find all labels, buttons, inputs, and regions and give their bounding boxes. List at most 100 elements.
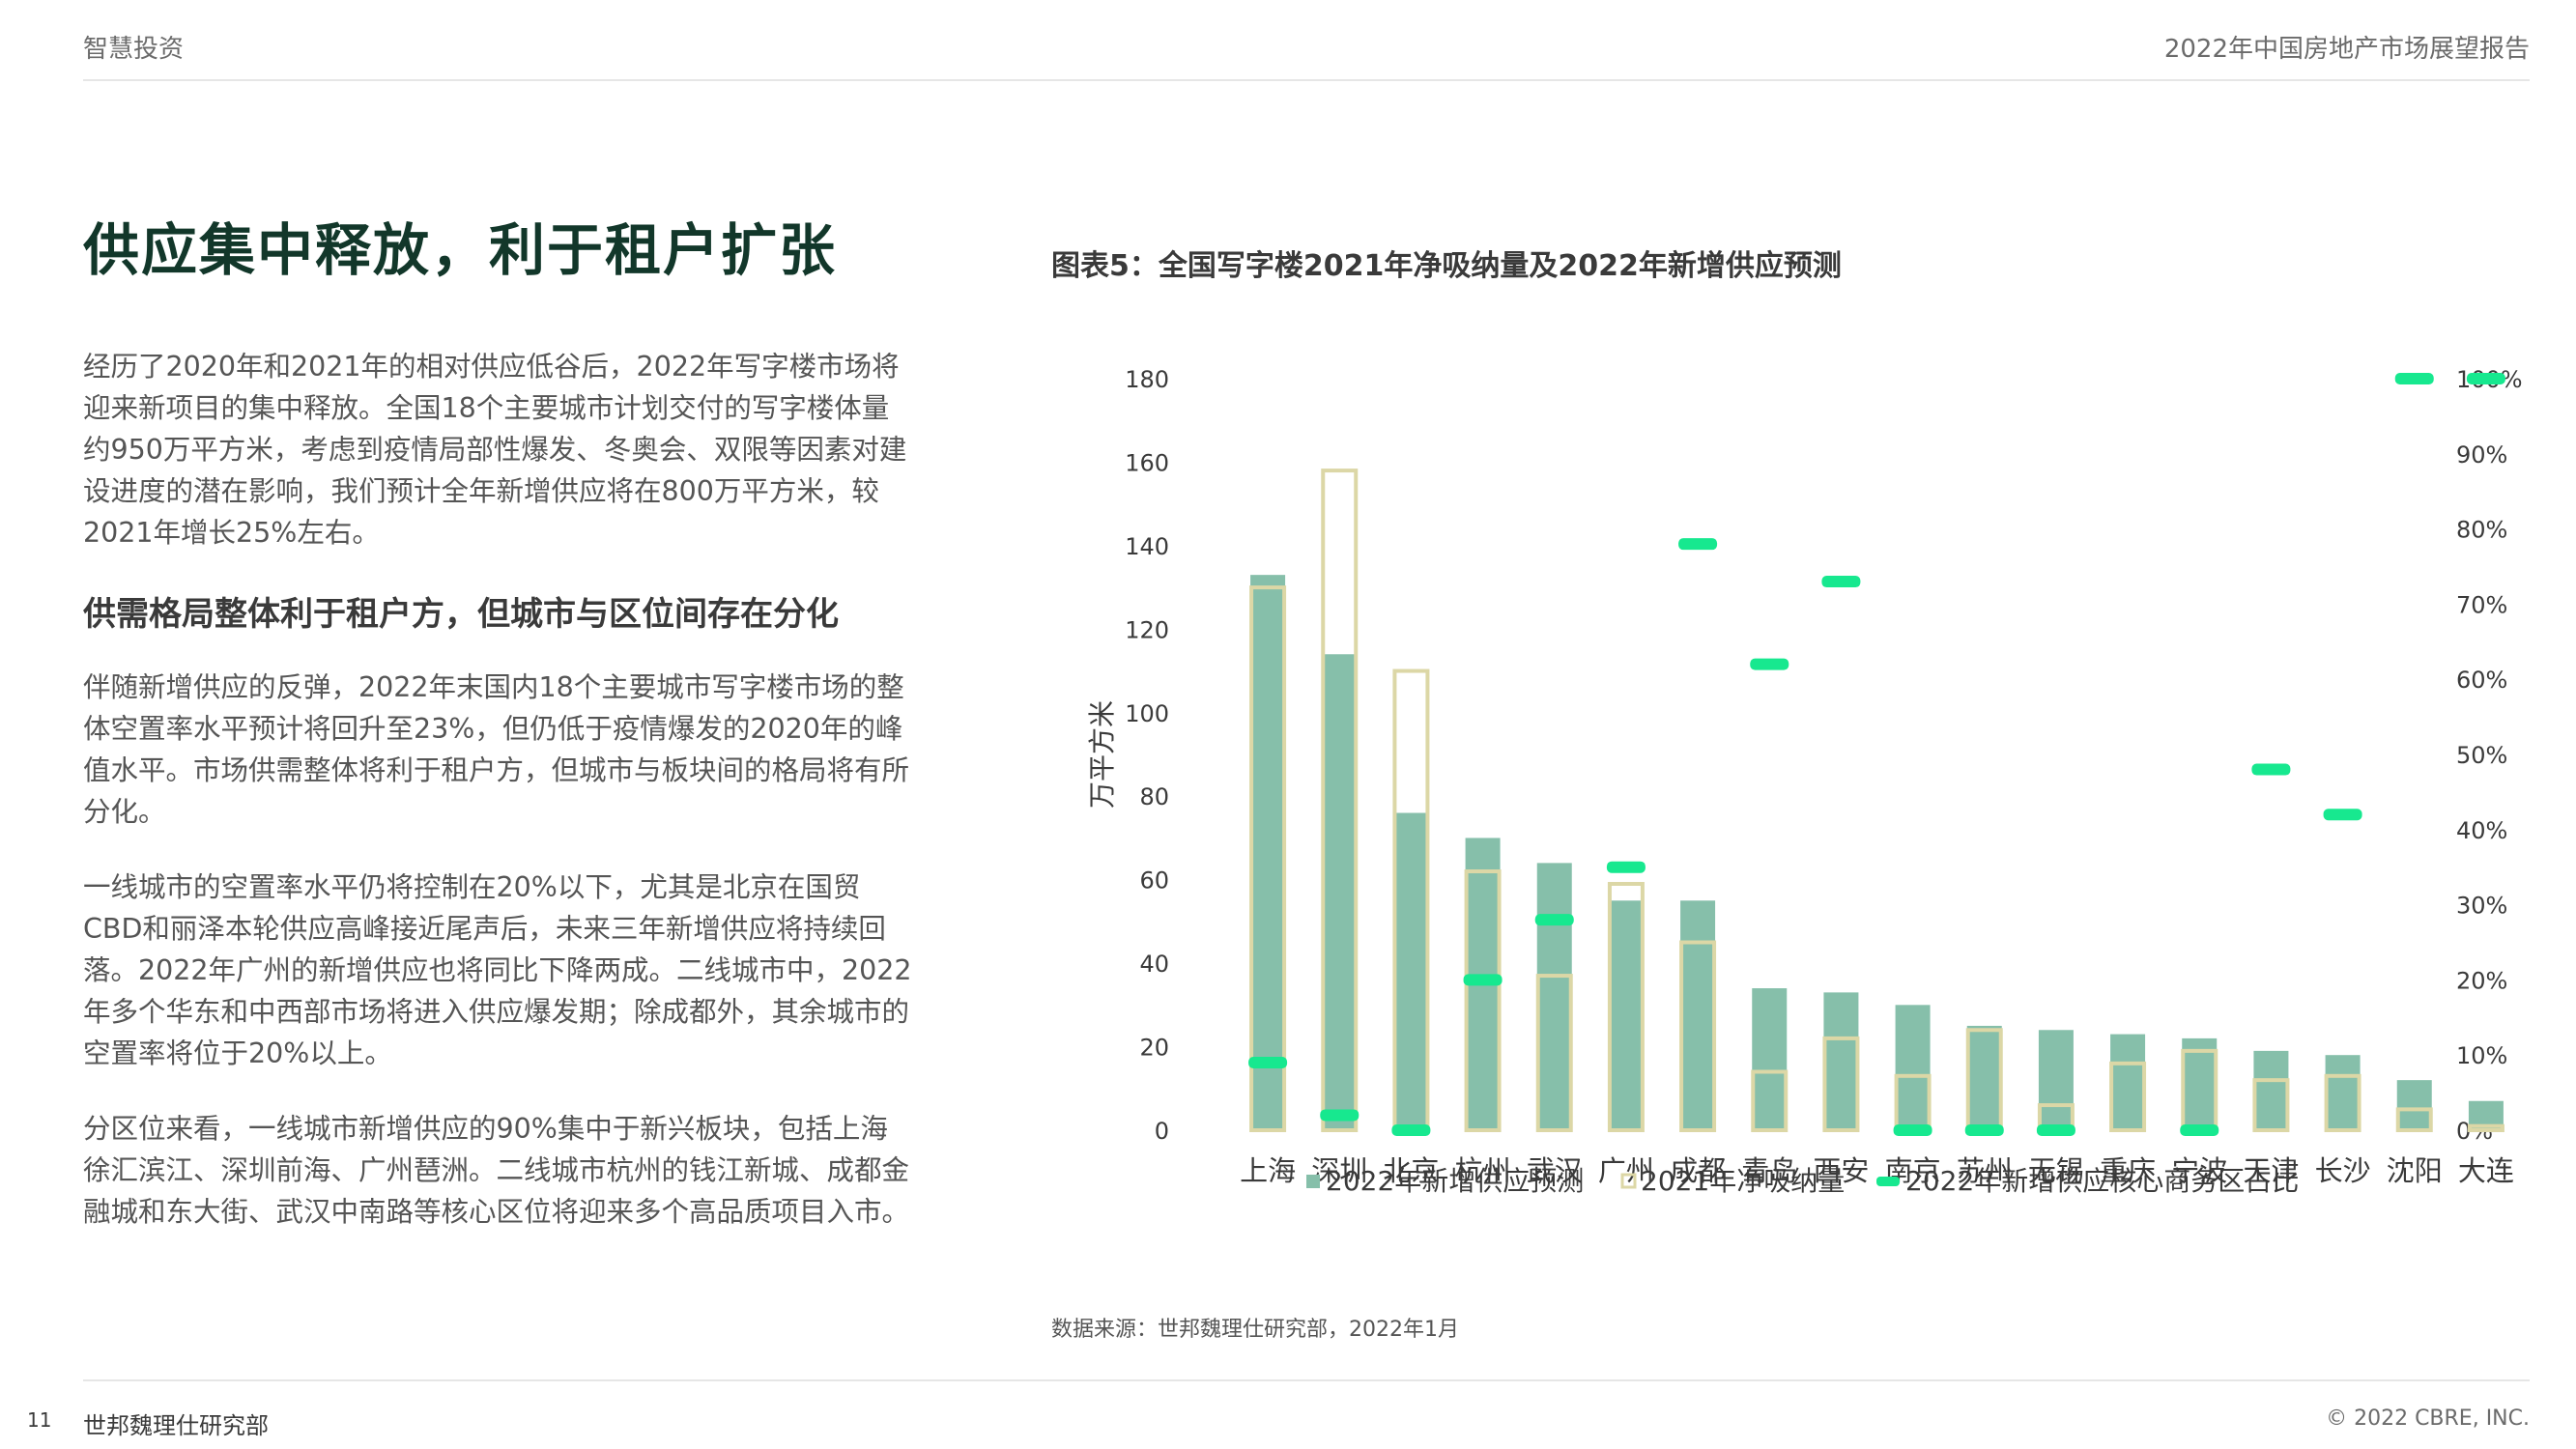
y-tick-label: 80 xyxy=(1139,783,1169,810)
absorption-bar xyxy=(2109,1061,2147,1132)
cbd-share-marker xyxy=(1248,1056,1288,1068)
legend-label: 2022年新增供应预测 xyxy=(1326,1165,1584,1197)
x-category-label: 青岛 xyxy=(1741,1154,1797,1187)
y2-tick-label: 80% xyxy=(2456,517,2507,544)
x-category-label: 深圳 xyxy=(1311,1154,1367,1187)
y2-tick-label: 30% xyxy=(2456,893,2507,920)
y2-tick-label: 70% xyxy=(2456,591,2507,618)
cbd-share-marker xyxy=(2036,1124,2075,1136)
supply-bar xyxy=(1536,863,1572,1130)
cbd-share-marker xyxy=(1678,538,1718,551)
supply-bar xyxy=(2182,1037,2218,1130)
data-source: 数据来源：世邦魏理仕研究部，2022年1月 xyxy=(1051,1318,1459,1342)
y-tick-label: 160 xyxy=(1125,449,1169,476)
x-category-label: 上海 xyxy=(1240,1154,1296,1187)
supply-bar xyxy=(1895,1005,1931,1130)
footer-copyright: © 2022 CBRE, INC. xyxy=(2326,1406,2530,1431)
chart-title: 图表5：全国写字楼2021年净吸纳量及2022年新增供应预测 xyxy=(1051,249,1842,283)
y-tick-label: 120 xyxy=(1125,616,1169,643)
supply-bar xyxy=(1752,988,1788,1130)
y-tick-label: 20 xyxy=(1139,1035,1169,1062)
absorption-bar xyxy=(1535,974,1573,1132)
cbd-share-marker xyxy=(1964,1124,2004,1136)
footer-org: 世邦魏理仕研究部 xyxy=(83,1412,269,1439)
paragraph-intro: 经历了2020年和2021年的相对供应低谷后，2022年写字楼市场将迎来新项目的… xyxy=(83,351,907,549)
supply-bar xyxy=(2253,1050,2289,1130)
x-category-label: 宁波 xyxy=(2171,1154,2227,1187)
legend-swatch-absorption xyxy=(1620,1173,1637,1189)
cbd-share-marker xyxy=(1391,1124,1431,1136)
cbd-share-marker xyxy=(1463,974,1503,986)
supply-bar xyxy=(2038,1030,2074,1130)
absorption-bar xyxy=(1751,1069,1789,1133)
y-tick-label: 140 xyxy=(1125,533,1169,560)
report-title: 2022年中国房地产市场展望报告 xyxy=(2163,35,2530,64)
cbd-share-marker xyxy=(1534,914,1574,926)
supply-bar xyxy=(1823,992,1859,1130)
cbd-share-marker xyxy=(2466,373,2505,384)
absorption-bar xyxy=(1321,469,1359,1133)
legend-swatch-cbd-share xyxy=(1876,1177,1900,1186)
section-subheading: 供需格局整体利于租户方，但城市与区位间存在分化 xyxy=(83,595,839,634)
bar-chart: 0204060801001201401601800%10%20%30%40%50… xyxy=(1086,366,2523,1197)
absorption-bar xyxy=(1607,881,1645,1132)
supply-bar xyxy=(1608,900,1644,1130)
absorption-bar xyxy=(2324,1073,2361,1132)
x-category-label: 大连 xyxy=(2458,1154,2514,1187)
absorption-bar xyxy=(1249,585,1287,1133)
y-tick-label: 180 xyxy=(1125,366,1169,393)
cbd-share-marker xyxy=(1750,658,1789,670)
supply-bar xyxy=(1393,812,1429,1130)
absorption-bar xyxy=(2252,1078,2290,1133)
cbd-share-marker xyxy=(1606,861,1646,873)
x-category-label: 杭州 xyxy=(1455,1154,1511,1187)
y2-tick-label: 10% xyxy=(2456,1042,2507,1069)
x-category-label: 苏州 xyxy=(1957,1154,2013,1187)
x-category-label: 广州 xyxy=(1598,1154,1654,1187)
supply-bar xyxy=(2325,1055,2361,1130)
supply-bar xyxy=(1250,575,1286,1130)
cbd-share-marker xyxy=(1821,576,1861,588)
y-tick-label: 100 xyxy=(1125,700,1169,727)
y2-tick-label: 40% xyxy=(2456,817,2507,844)
y-tick-label: 60 xyxy=(1139,867,1169,895)
absorption-bar xyxy=(1464,869,1502,1132)
absorption-bar xyxy=(1679,940,1717,1132)
legend-label: 2022年新增供应核心商务区占比 xyxy=(1905,1165,2299,1197)
supply-bar xyxy=(1322,654,1358,1130)
y-tick-label: 0 xyxy=(1155,1118,1169,1145)
paragraph-tier-one: 一线城市的空置率水平仍将控制在20%以下，尤其是北京在国贸CBD和丽泽本轮供应高… xyxy=(83,871,912,1069)
cbd-share-marker xyxy=(1320,1109,1360,1122)
absorption-bar xyxy=(2467,1123,2504,1133)
header-divider xyxy=(83,79,2530,81)
cbd-share-marker xyxy=(2323,809,2362,821)
y2-tick-label: 50% xyxy=(2456,742,2507,769)
y2-tick-label: 20% xyxy=(2456,967,2507,994)
cbd-share-marker xyxy=(2394,373,2434,384)
supply-bar xyxy=(1680,900,1716,1130)
cbd-share-marker xyxy=(2251,763,2291,776)
x-category-label: 沈阳 xyxy=(2387,1154,2443,1187)
legend-swatch-supply xyxy=(1306,1175,1320,1188)
paragraph-district: 分区位来看，一线城市新增供应的90%集中于新兴板块，包括上海徐汇滨江、深圳前海、… xyxy=(83,1113,910,1228)
paragraph-supply-demand: 伴随新增供应的反弹，2022年末国内18个主要城市写字楼市场的整体空置率水平预计… xyxy=(83,671,910,828)
x-category-label: 天津 xyxy=(2243,1154,2299,1187)
x-category-label: 北京 xyxy=(1383,1154,1439,1187)
y2-tick-label: 60% xyxy=(2456,667,2507,694)
supply-bar xyxy=(2110,1034,2146,1130)
brand-label: 智慧投资 xyxy=(83,35,185,64)
x-category-label: 成都 xyxy=(1670,1154,1726,1187)
legend-label: 2021年净吸纳量 xyxy=(1641,1165,1845,1197)
x-category-label: 西安 xyxy=(1813,1154,1869,1187)
page-number: 11 xyxy=(27,1408,52,1432)
absorption-bar xyxy=(1822,1036,1860,1133)
y-axis-label: 万平方米 xyxy=(1086,700,1118,809)
supply-bar xyxy=(1966,1025,2002,1130)
supply-bar xyxy=(2396,1080,2432,1130)
footer-divider xyxy=(83,1379,2530,1381)
y-tick-label: 40 xyxy=(1139,951,1169,978)
x-category-label: 长沙 xyxy=(2315,1154,2371,1187)
x-category-label: 无锡 xyxy=(2028,1154,2084,1187)
page-title: 供应集中释放，利于租户扩张 xyxy=(83,217,838,283)
cbd-share-marker xyxy=(1893,1124,1932,1136)
